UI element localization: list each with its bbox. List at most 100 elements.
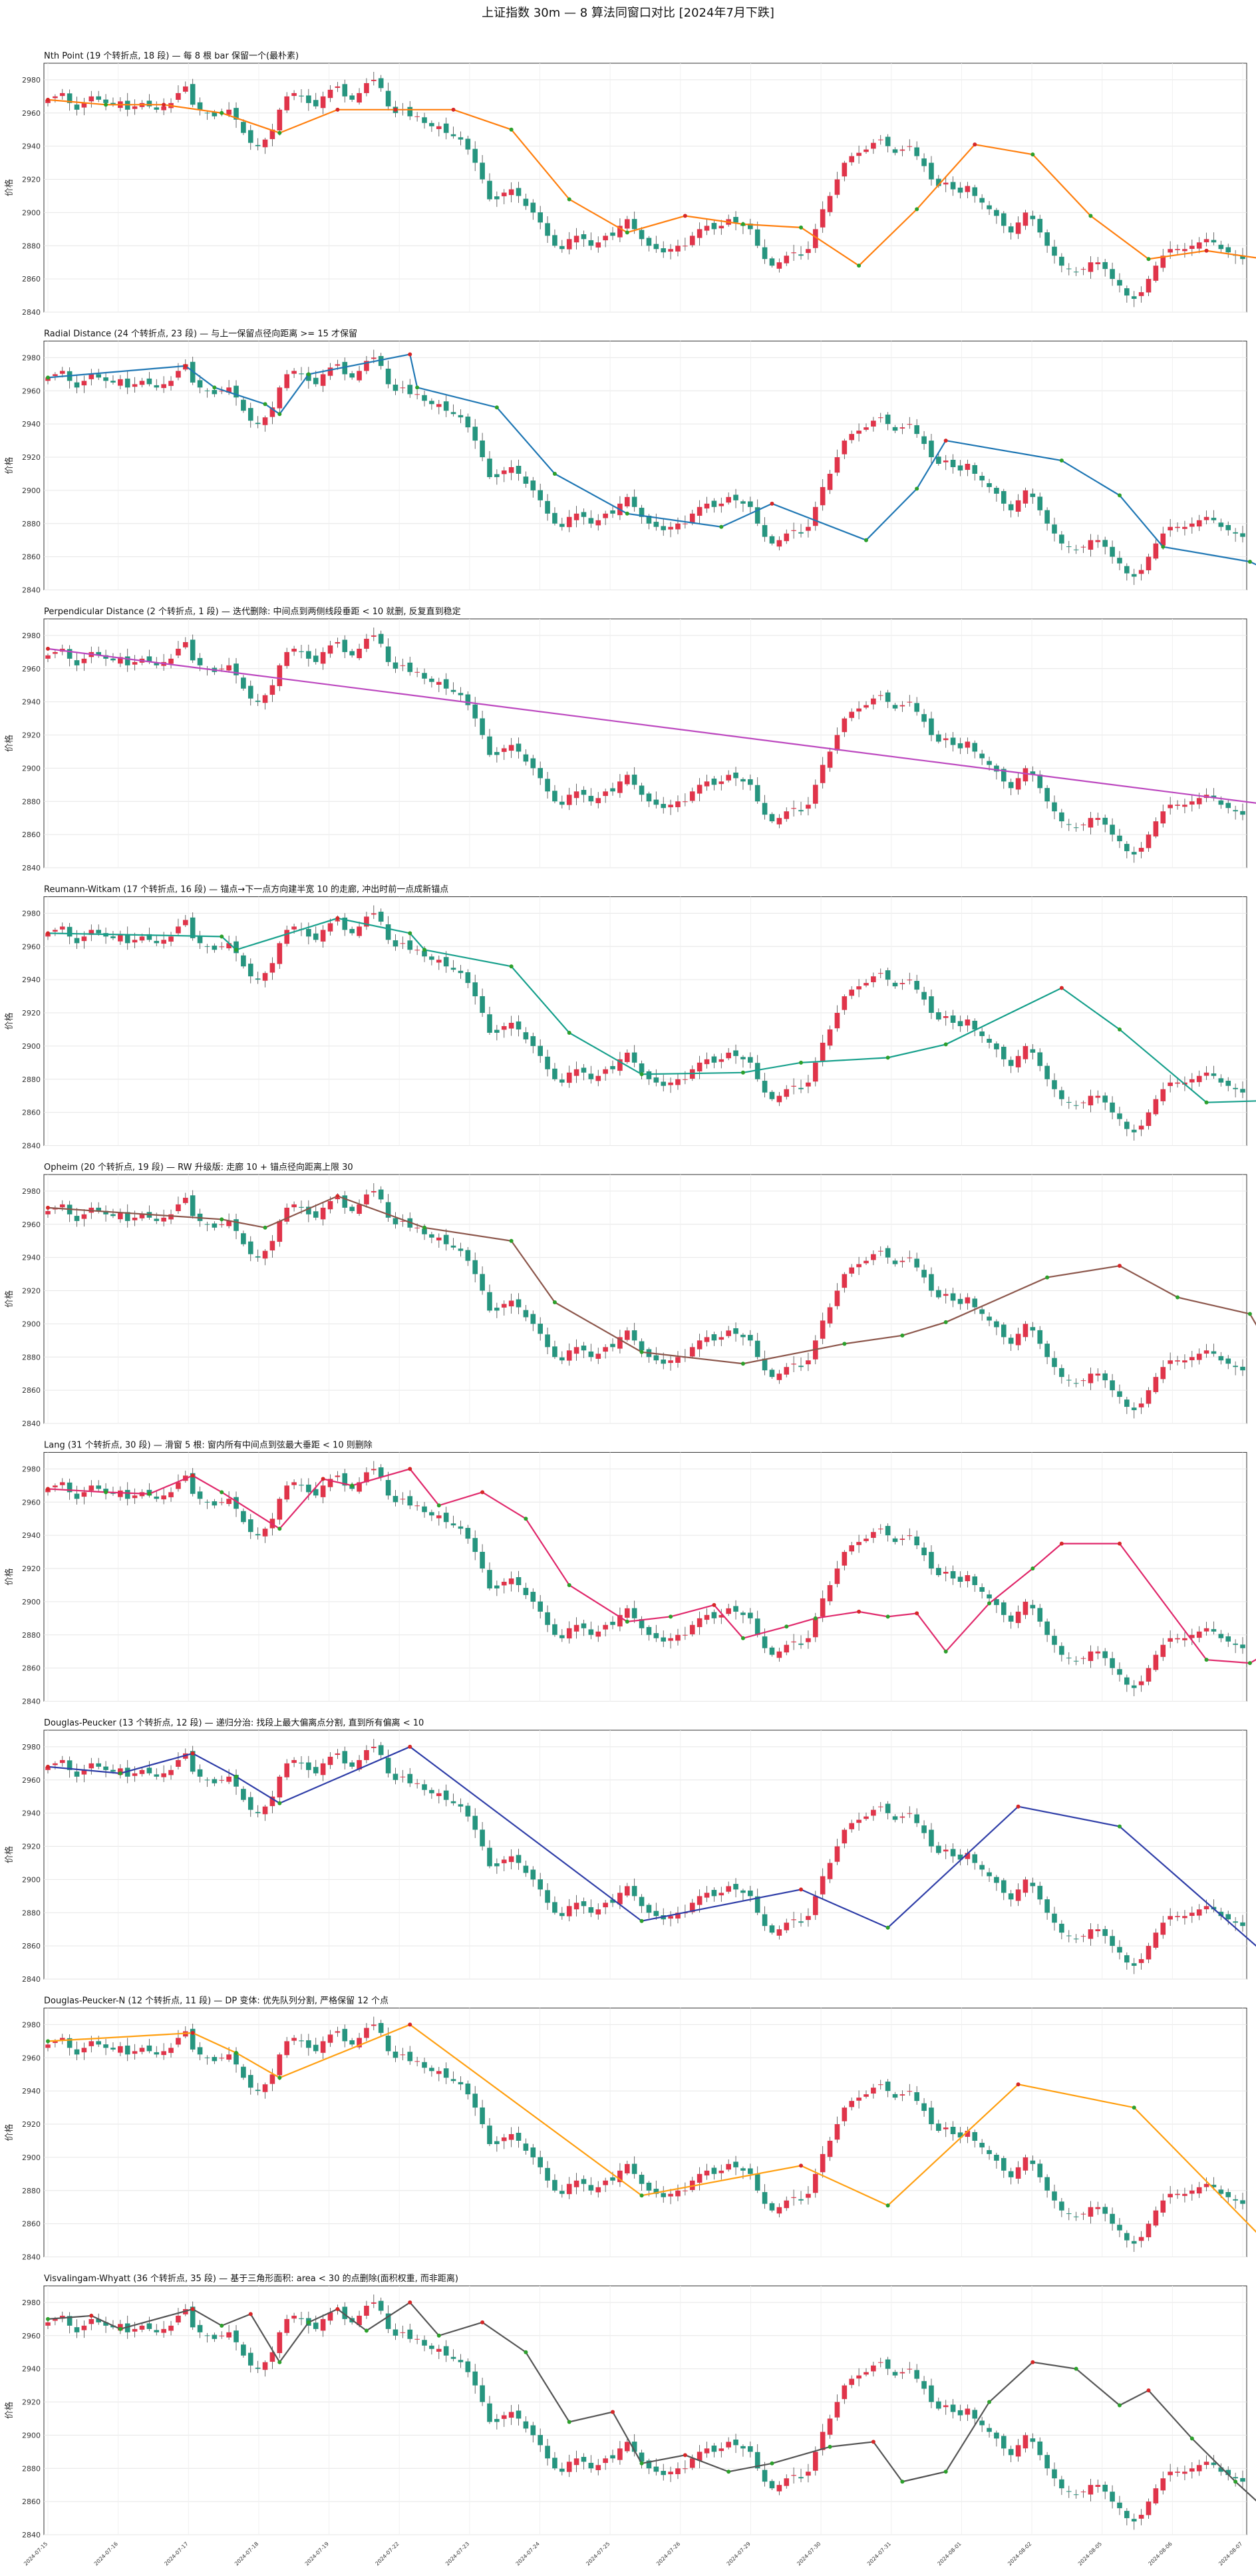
candle (610, 788, 615, 792)
pivot-point (480, 2320, 485, 2324)
panel-title: Reumann-Witkam (17 个转折点, 16 段) — 锚点→下一点方… (44, 884, 448, 895)
candle (1189, 1079, 1195, 1083)
candle (349, 651, 355, 655)
candle (798, 2477, 804, 2479)
candle (291, 371, 297, 374)
candle (501, 748, 507, 752)
candle (646, 1626, 652, 1635)
candle (443, 2346, 449, 2356)
candle (1218, 1078, 1224, 1083)
candle (1030, 2438, 1036, 2442)
candle (407, 1496, 413, 1506)
candle (234, 108, 239, 120)
candle (769, 1925, 775, 1933)
candle (711, 1056, 717, 1063)
candle (957, 187, 963, 193)
candle (124, 1767, 130, 1777)
candle (1059, 534, 1064, 544)
candle (1088, 540, 1094, 550)
candle (154, 1496, 160, 1499)
candle (494, 474, 500, 477)
candle (110, 1214, 116, 1216)
candle (523, 198, 529, 206)
candle (1008, 1615, 1014, 1622)
candle (1044, 510, 1050, 524)
pivot-point (1117, 1027, 1122, 1031)
candle (110, 381, 116, 383)
candle (748, 2446, 753, 2452)
y-tick-label: 2920 (22, 2398, 41, 2407)
candle (320, 1207, 326, 1220)
candle (508, 1022, 514, 1029)
candle (972, 2410, 978, 2419)
candle (791, 1919, 796, 1921)
candle (820, 1320, 826, 1339)
candle (516, 1855, 522, 1863)
candle (581, 790, 587, 795)
candle (740, 2168, 746, 2171)
candle (573, 1069, 579, 1076)
candle (784, 1923, 790, 1931)
candle (545, 2167, 550, 2181)
candle (718, 1614, 724, 1618)
candle (595, 2187, 601, 2193)
candle (849, 2378, 855, 2385)
candle (834, 179, 840, 195)
candle (1160, 811, 1166, 824)
candle (1196, 520, 1202, 527)
candle (697, 1340, 703, 1350)
candle (1160, 533, 1166, 546)
candle (1015, 778, 1021, 790)
candle (668, 526, 673, 530)
candle (429, 678, 434, 682)
candle (718, 503, 724, 506)
candle (1196, 2187, 1202, 2194)
candle (1196, 1631, 1202, 1638)
candle (798, 1087, 804, 1089)
candle (523, 2421, 529, 2429)
y-tick-label: 2880 (22, 1353, 41, 1362)
candle (508, 466, 514, 473)
candle (458, 970, 464, 974)
candle (987, 2428, 992, 2432)
candle (965, 2408, 971, 2415)
candle (581, 1067, 587, 1073)
pivot-point (552, 1300, 557, 1304)
candle (494, 196, 500, 200)
candle (197, 1769, 203, 1777)
candle (1059, 1923, 1064, 1933)
pivot-point (770, 2461, 774, 2466)
candle (538, 1879, 543, 1890)
y-tick-label: 2940 (22, 142, 41, 151)
candle (1066, 1380, 1072, 1381)
candle (987, 205, 992, 210)
candle (806, 526, 811, 531)
candle (183, 86, 188, 92)
candle (219, 1779, 225, 1781)
candle (190, 2028, 196, 2050)
candle (704, 1059, 710, 1065)
candle (762, 803, 768, 815)
x-tick-label: 2024-07-15 (23, 2541, 49, 2567)
candle (610, 1899, 615, 1903)
candle (1168, 1360, 1173, 1364)
candle (899, 1539, 905, 1540)
y-tick-label: 2960 (22, 2332, 41, 2340)
candle (262, 139, 268, 148)
pivot-point (1117, 493, 1122, 498)
candle (972, 187, 978, 196)
candle (385, 924, 391, 940)
candle (1153, 2210, 1159, 2226)
pivot-point (1233, 2480, 1238, 2484)
candle (1080, 1658, 1086, 1659)
candle (979, 753, 985, 759)
candle (1102, 1929, 1108, 1936)
candle (501, 192, 507, 196)
candle (820, 2432, 826, 2450)
candle (494, 1585, 500, 1588)
candle (81, 1214, 87, 1219)
pivot-point (335, 916, 340, 920)
candle (306, 2040, 311, 2048)
x-tick-label: 2024-08-05 (1077, 2541, 1103, 2567)
candle (487, 1292, 492, 1311)
